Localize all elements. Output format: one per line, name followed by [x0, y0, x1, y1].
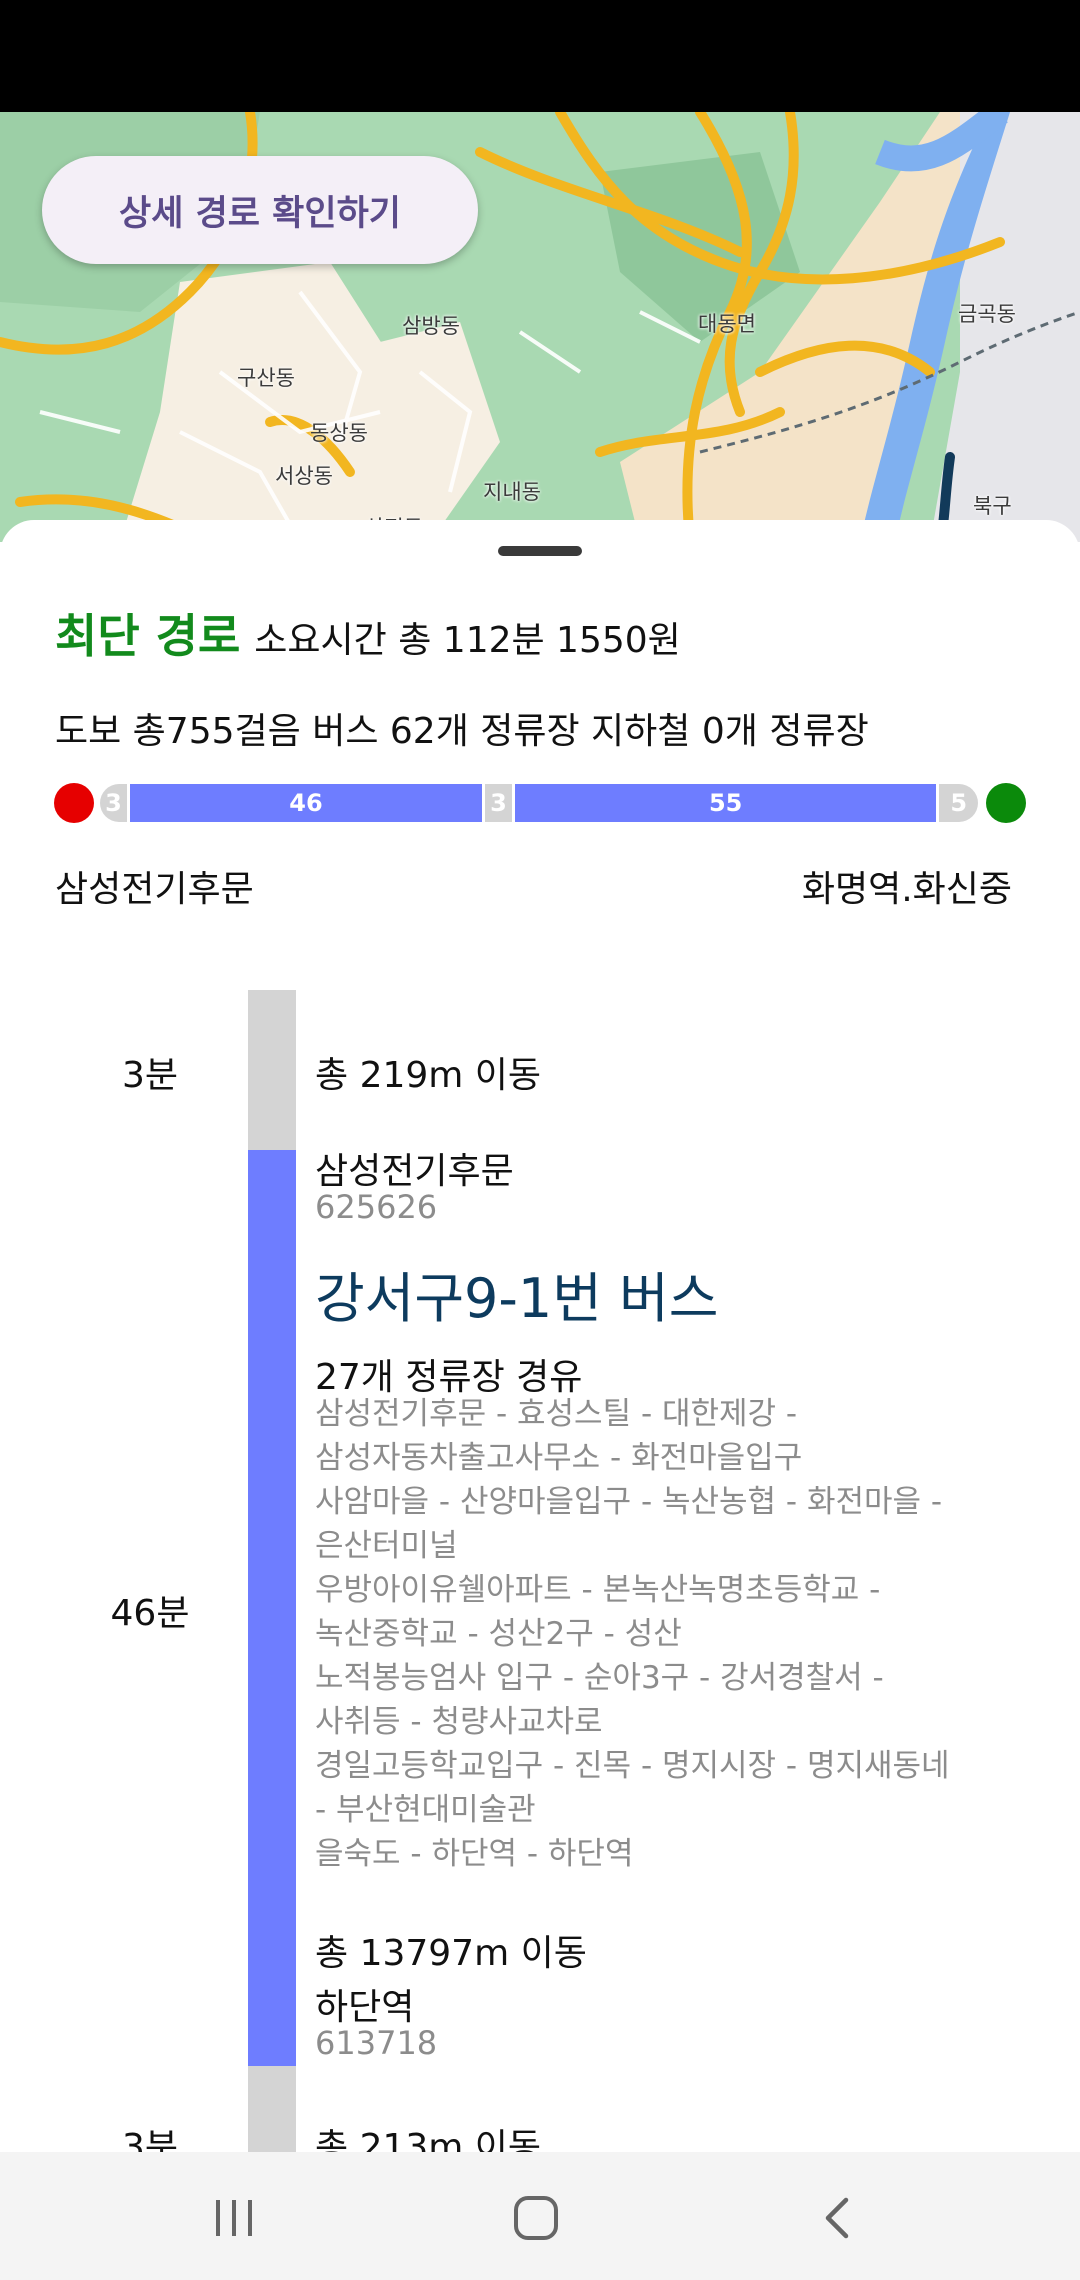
system-nav-bar — [0, 2152, 1080, 2280]
map-label-gusan: 구산동 — [237, 366, 295, 390]
walk-segment-bar — [248, 2066, 296, 2152]
route-bottom-sheet: 최단 경로 소요시간 총 112분 1550원 도보 총755걸음 버스 62개… — [0, 520, 1080, 2152]
board-stop-id: 625626 — [315, 1188, 438, 1226]
bus-distance: 총 13797m 이동 — [315, 1933, 587, 1974]
via-line: 삼성전기후문 - 효성스틸 - 대한제강 - — [315, 1396, 798, 1432]
map-view[interactable]: 삼방동 대동면 금곡동 구산동 동상동 서상동 지내동 북구 삼정동 — [0, 112, 1080, 542]
via-line: 사암마을 - 산양마을입구 - 녹산농협 - 화전마을 - — [315, 1484, 943, 1520]
route-counts: 도보 총755걸음 버스 62개 정류장 지하철 0개 정류장 — [55, 711, 869, 752]
progress-track: 3 46 3 55 5 — [100, 784, 978, 822]
map-label-bukgu: 북구 — [973, 494, 1012, 518]
map-label-geumgok: 금곡동 — [958, 302, 1016, 326]
board-stop-name: 삼성전기후문 — [315, 1151, 514, 1192]
bus-via-stops: 삼성전기후문 - 효성스틸 - 대한제강 - 삼성자동차출고사무소 - 화전마을… — [315, 1392, 1015, 1876]
bus-segment-bar — [248, 1150, 296, 2066]
via-line: 삼성자동차출고사무소 - 화전마을입구 — [315, 1440, 803, 1476]
route-progress-bar: 3 46 3 55 5 — [52, 782, 1028, 824]
alight-stop-id: 613718 — [315, 2024, 438, 2062]
walk1-distance: 총 219m 이동 — [315, 1055, 542, 1096]
map-label-dongsang: 동상동 — [310, 421, 368, 445]
bus1-time: 46분 — [110, 1593, 190, 1634]
bus-route-name[interactable]: 강서구9-1번 버스 — [315, 1267, 719, 1330]
walk2-time: 3분 — [121, 2127, 179, 2152]
end-dot-icon — [986, 783, 1026, 823]
destination-label: 화명역.화신중 — [801, 869, 1012, 910]
map-label-jinae: 지내동 — [483, 480, 541, 504]
map-graphic — [0, 112, 1080, 542]
home-icon — [514, 2196, 558, 2240]
walk-progress-segment: 3 — [100, 784, 130, 822]
via-line: 은산터미널 — [315, 1528, 458, 1564]
detail-route-button[interactable]: 상세 경로 확인하기 — [42, 156, 478, 264]
via-line: - 부산현대미술관 — [315, 1792, 536, 1828]
alight-stop-name: 하단역 — [315, 1987, 415, 2028]
via-line: 녹산중학교 - 성산2구 - 성산 — [315, 1616, 682, 1652]
bus-progress-segment: 55 — [514, 784, 940, 822]
back-icon — [825, 2197, 849, 2239]
map-label-sambang: 삼방동 — [402, 314, 460, 338]
start-dot-icon — [54, 783, 94, 823]
map-label-daedong: 대동면 — [698, 312, 756, 336]
via-line: 을숙도 - 하단역 - 하단역 — [315, 1836, 634, 1872]
via-line: 사취등 - 청량사교차로 — [315, 1704, 603, 1740]
home-button[interactable] — [506, 2188, 566, 2248]
walk-progress-segment: 3 — [484, 784, 515, 822]
sheet-drag-handle[interactable] — [498, 546, 582, 556]
route-summary: 소요시간 총 112분 1550원 — [254, 620, 681, 661]
bus-progress-segment: 46 — [130, 784, 485, 822]
status-bar — [0, 0, 1080, 112]
walk2-distance: 총 213m 이동 — [315, 2127, 542, 2152]
route-headline: 최단 경로 소요시간 총 112분 1550원 — [55, 600, 681, 666]
via-line: 우방아이유쉘아파트 - 본녹산녹명초등학교 - — [315, 1572, 881, 1608]
walk-progress-segment: 5 — [939, 784, 978, 822]
map-label-seosang: 서상동 — [275, 464, 333, 488]
best-route-label: 최단 경로 — [55, 609, 241, 663]
via-line: 경일고등학교입구 - 진목 - 명지시장 - 명지새동네 — [315, 1748, 950, 1784]
back-button[interactable] — [808, 2188, 868, 2248]
bus-stops-count: 27개 정류장 경유 — [315, 1357, 583, 1398]
recent-apps-icon — [216, 2200, 252, 2236]
walk-segment-bar — [248, 990, 296, 1150]
origin-label: 삼성전기후문 — [55, 869, 254, 910]
walk1-time: 3분 — [121, 1055, 179, 1096]
via-line: 노적봉능엄사 입구 - 순아3구 - 강서경찰서 - — [315, 1660, 884, 1696]
recent-apps-button[interactable] — [204, 2188, 264, 2248]
